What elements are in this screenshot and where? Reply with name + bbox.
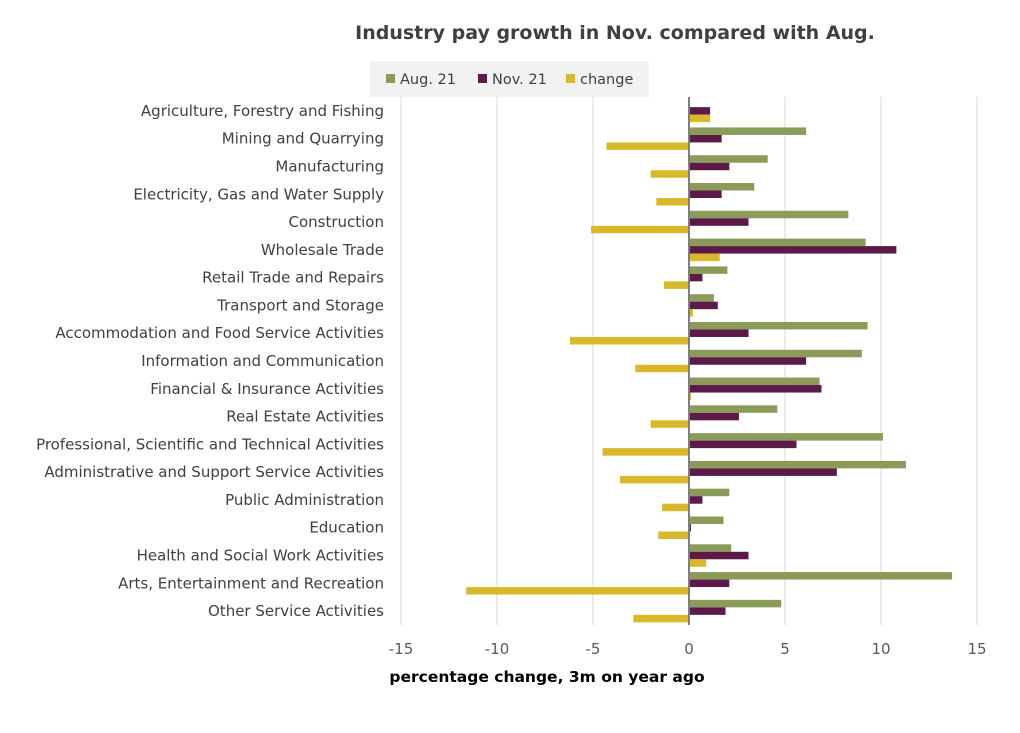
bar-change	[662, 503, 689, 512]
bar-aug-21	[689, 599, 782, 608]
category-label: Other Service Activities	[208, 602, 384, 620]
bar-change	[569, 336, 689, 345]
bar-change	[602, 448, 689, 456]
bar-change	[591, 225, 689, 234]
category-label: Financial & Insurance Activities	[150, 380, 384, 398]
bar-nov-21	[689, 273, 703, 282]
bar-nov-21	[689, 246, 897, 254]
bar-change	[689, 559, 707, 567]
bar-change	[689, 309, 693, 317]
category-label: Construction	[288, 213, 384, 231]
legend-label: change	[580, 72, 633, 88]
bar-nov-21	[689, 468, 837, 476]
bar-nov-21	[689, 385, 822, 393]
bar-aug-21	[689, 516, 724, 524]
category-label: Information and Communication	[141, 352, 384, 370]
category-label: Mining and Quarrying	[222, 130, 384, 148]
bar-aug-21	[689, 544, 732, 552]
bar-aug-21	[689, 405, 778, 413]
tick-labels: -15 -10 -5 0 5 10 15	[389, 640, 987, 658]
bar-nov-21	[689, 134, 722, 143]
bar-change	[689, 253, 720, 262]
bar-change	[619, 475, 689, 484]
x-tick-label: 0	[684, 640, 694, 658]
bar-change	[633, 614, 689, 623]
bar-aug-21	[689, 183, 755, 191]
category-label: Agriculture, Forestry and Fishing	[141, 102, 384, 120]
bar-change	[650, 170, 689, 178]
bar-aug-21	[689, 266, 728, 274]
x-tick-label: -10	[485, 640, 510, 658]
bar-nov-21	[689, 412, 739, 421]
bar-nov-21	[689, 607, 726, 615]
bar-nov-21	[689, 329, 749, 337]
bar-nov-21	[689, 551, 749, 560]
category-label: Health and Social Work Activities	[137, 547, 385, 565]
category-labels: Agriculture, Forestry and Fishing Mining …	[36, 102, 384, 620]
bar-aug-21	[689, 433, 883, 441]
bar-change	[635, 364, 689, 373]
x-tick-label: 10	[871, 640, 890, 658]
bar-nov-21	[689, 162, 730, 171]
bar-nov-21	[689, 190, 722, 199]
bar-aug-21	[689, 488, 730, 497]
x-tick-label: 15	[967, 640, 986, 658]
x-tick-label: -5	[586, 640, 601, 658]
bar-change	[658, 531, 689, 539]
bar-change	[689, 114, 711, 123]
x-tick-label: -15	[389, 640, 414, 658]
x-axis-title: percentage change, 3m on year ago	[389, 668, 704, 686]
bar-change	[656, 198, 689, 206]
category-label: Professional, Scientific and Technical A…	[36, 435, 384, 453]
bar-nov-21	[689, 579, 730, 588]
bar-aug-21	[689, 294, 714, 302]
bar-aug-21	[689, 377, 820, 386]
category-label: Education	[309, 519, 384, 537]
bar-aug-21	[689, 155, 768, 163]
bar-aug-21	[689, 321, 868, 330]
legend-swatch	[478, 74, 487, 83]
bar-change	[664, 281, 689, 289]
legend-label: Aug. 21	[400, 72, 456, 88]
bar-change	[650, 420, 689, 428]
bar-aug-21	[689, 127, 807, 135]
bar-aug-21	[689, 460, 906, 469]
bar-aug-21	[689, 238, 866, 247]
bar-change	[606, 142, 689, 150]
bar-nov-21	[689, 496, 703, 504]
legend-swatch	[386, 74, 395, 83]
bar-change	[466, 587, 689, 595]
category-label: Public Administration	[225, 491, 384, 509]
legend-label: Nov. 21	[492, 72, 547, 88]
category-label: Electricity, Gas and Water Supply	[133, 185, 384, 203]
bar-nov-21	[689, 107, 711, 115]
category-label: Administrative and Support Service Activ…	[44, 463, 384, 481]
bars	[466, 107, 953, 623]
category-label: Manufacturing	[275, 157, 384, 175]
bar-nov-21	[689, 218, 749, 226]
chart-title: Industry pay growth in Nov. compared wit…	[355, 22, 875, 44]
bar-nov-21	[689, 357, 807, 365]
category-label: Transport and Storage	[216, 296, 384, 314]
bar-nov-21	[689, 440, 797, 449]
category-label: Arts, Entertainment and Recreation	[118, 574, 384, 592]
category-label: Real Estate Activities	[226, 408, 384, 426]
bar-aug-21	[689, 349, 862, 358]
legend-background	[370, 61, 649, 97]
x-tick-label: 5	[780, 640, 790, 658]
bar-nov-21	[689, 301, 718, 310]
bar-aug-21	[689, 572, 953, 580]
legend: Aug. 21 Nov. 21 change	[370, 61, 649, 97]
category-label: Accommodation and Food Service Activitie…	[55, 324, 384, 342]
category-label: Wholesale Trade	[261, 241, 384, 259]
category-label: Retail Trade and Repairs	[202, 269, 384, 287]
legend-swatch	[566, 74, 575, 83]
bar-aug-21	[689, 210, 849, 219]
